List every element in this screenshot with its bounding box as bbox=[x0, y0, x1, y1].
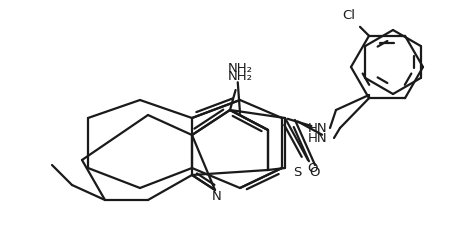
Text: Cl: Cl bbox=[343, 9, 356, 22]
Text: NH₂: NH₂ bbox=[228, 71, 252, 83]
Text: S: S bbox=[293, 165, 301, 178]
Text: HN: HN bbox=[308, 131, 328, 144]
Text: O: O bbox=[310, 167, 320, 179]
Text: HN: HN bbox=[308, 121, 328, 134]
Text: O: O bbox=[307, 161, 317, 175]
Text: NH₂: NH₂ bbox=[228, 62, 252, 75]
Text: N: N bbox=[212, 191, 222, 203]
